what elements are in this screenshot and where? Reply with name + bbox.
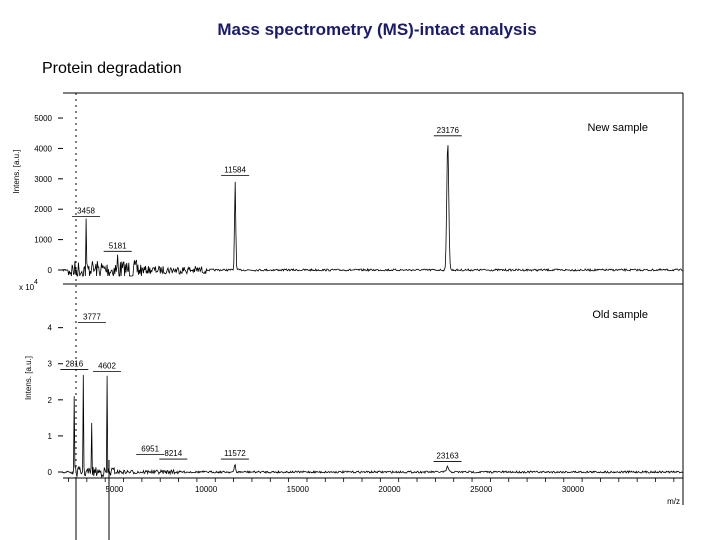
x-tick-label: 5000 <box>105 485 123 494</box>
x-axis-label: m/z <box>667 497 680 506</box>
peak-label-3458: 3458 <box>77 206 95 215</box>
peak-label-23163: 23163 <box>436 452 459 461</box>
x-tick-label: 30000 <box>562 485 585 494</box>
peak-label-11584: 11584 <box>224 165 246 174</box>
peak-label-4602: 4602 <box>98 361 116 370</box>
peak-label-23176: 23176 <box>437 126 460 135</box>
new-sample-label: New sample <box>587 122 648 134</box>
peak-label-11572: 11572 <box>224 449 246 458</box>
x-tick-label: 10000 <box>195 485 218 494</box>
peak-label-6951: 6951 <box>141 444 159 453</box>
y-axis-label: Intens. [a.u.] <box>12 149 21 193</box>
y-exponent-label: x 10 <box>19 283 35 292</box>
y-tick-label: 2 <box>48 396 53 405</box>
x-tick-label: 25000 <box>470 485 493 494</box>
y-tick-label: 1000 <box>34 236 52 245</box>
peak-label-3777: 3777 <box>83 313 101 322</box>
y-tick-label: 0 <box>48 266 53 275</box>
y-exponent-power: 4 <box>34 279 38 286</box>
y-tick-label: 4 <box>48 324 53 333</box>
y-tick-label: 2000 <box>34 205 52 214</box>
old-sample-label: Old sample <box>592 309 648 321</box>
peak-label-5181: 5181 <box>109 241 127 250</box>
old-sample-trace <box>62 374 683 478</box>
new-sample-panel: 0 1000 2000 3000 4000 5000 Intens. [a.u.] 3458 5… <box>12 114 683 277</box>
y-tick-label: 5000 <box>34 114 52 123</box>
peak-label-8214: 8214 <box>164 449 182 458</box>
slide-title: Mass spectrometry (MS)-intact analysis <box>217 20 537 39</box>
y-tick-label: 1 <box>48 432 53 441</box>
slide-subtitle: Protein degradation <box>42 60 182 77</box>
x-tick-label: 20000 <box>378 485 401 494</box>
x-tick-label: 15000 <box>287 485 310 494</box>
y-tick-label: 4000 <box>34 144 52 153</box>
y-axis-label: Intens. [a.u.] <box>24 356 33 400</box>
y-tick-label: 3000 <box>34 175 52 184</box>
new-sample-trace <box>62 145 683 277</box>
y-tick-label: 3 <box>48 360 53 369</box>
y-tick-label: 0 <box>48 468 53 477</box>
peak-label-2816: 2816 <box>65 360 83 369</box>
